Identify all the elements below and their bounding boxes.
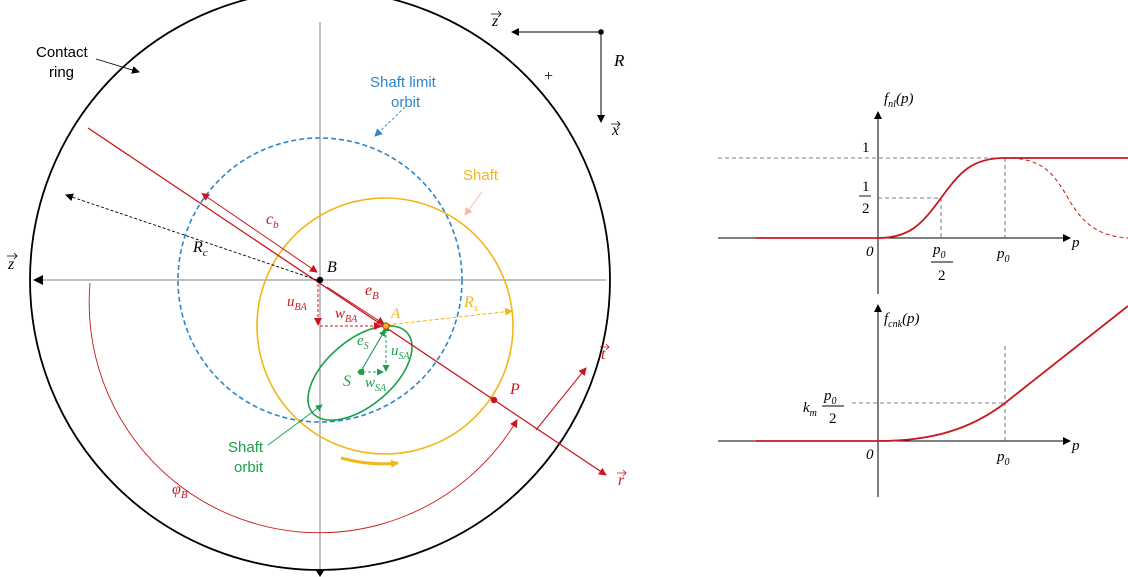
rc-label: Rc bbox=[192, 239, 208, 259]
frame-r-label: R bbox=[613, 51, 625, 70]
fnl-xlabel: p bbox=[1071, 235, 1080, 251]
z-axis-arrowhead bbox=[33, 275, 43, 285]
frame-plus-sign: + bbox=[544, 68, 553, 85]
uba-label: uBA bbox=[287, 294, 308, 313]
wba-label: wBA bbox=[335, 306, 358, 325]
point-s-label: S bbox=[343, 373, 351, 390]
shaft-label: Shaft bbox=[463, 167, 499, 184]
limit-orbit-label-line1: Shaft limit bbox=[370, 74, 437, 91]
t-label: t bbox=[601, 346, 606, 363]
shaft-leader-arrow bbox=[464, 191, 483, 216]
fcnk-curve bbox=[756, 305, 1128, 442]
fnl-ylabel: fnl(p) bbox=[884, 91, 913, 110]
fcnk-ytick-num: p0 bbox=[823, 388, 837, 407]
t-tangent-arrow bbox=[535, 367, 587, 431]
fnl-dashed-curve bbox=[1004, 157, 1128, 239]
fcnk-ytick-k: km bbox=[803, 400, 817, 419]
contact-ring bbox=[29, 0, 611, 571]
fcnk-xtick-p0: p0 bbox=[996, 449, 1010, 468]
shaft-orbit-leader-arrow bbox=[267, 404, 323, 446]
fcnk-ytick-den: 2 bbox=[829, 411, 837, 427]
t-vec bbox=[600, 343, 610, 351]
rotor-stator-diagram: Contact ring Shaft limit orbit Shaft Sha… bbox=[7, 0, 627, 577]
shaft-orbit-ellipse bbox=[307, 325, 413, 421]
rotation-direction-arrow bbox=[340, 456, 399, 468]
point-b bbox=[316, 276, 324, 284]
fnl-curve bbox=[756, 157, 1128, 239]
left-z-vec bbox=[7, 252, 18, 260]
limit-orbit-leader-arrow bbox=[374, 106, 406, 137]
shaft-orbit-label-line1: Shaft bbox=[228, 439, 264, 456]
point-p-label: P bbox=[509, 381, 520, 398]
usa-label: uSA bbox=[391, 343, 411, 362]
es-label: eS bbox=[357, 333, 369, 352]
fcnk-xlabel: p bbox=[1071, 438, 1080, 454]
radial-line bbox=[87, 127, 607, 476]
eb-arrow bbox=[326, 286, 385, 325]
cb-dimension-arrow bbox=[201, 193, 318, 273]
phi-b-angle-arc bbox=[88, 282, 518, 534]
fnl-graph: fnl(p) 1 1 2 0 p0 2 p0 p bbox=[718, 91, 1128, 294]
frame-z-label: z bbox=[491, 13, 499, 30]
fnl-ytick-half-num: 1 bbox=[862, 179, 870, 195]
x-axis-arrowhead-bottom bbox=[315, 569, 325, 577]
fnl-xtick-half-den: 2 bbox=[938, 268, 946, 284]
frame-z-vec bbox=[491, 10, 502, 18]
es-arrow bbox=[360, 329, 386, 372]
left-z-label: z bbox=[7, 256, 15, 273]
contact-ring-leader-arrow bbox=[95, 58, 140, 74]
rs-radius-arrow bbox=[386, 307, 513, 326]
frame-x-vec bbox=[611, 120, 621, 128]
point-a-label: A bbox=[390, 306, 401, 322]
shaft-orbit-label-line2: orbit bbox=[234, 459, 264, 476]
fnl-ytick-half-den: 2 bbox=[862, 201, 870, 217]
fnl-ytick-one: 1 bbox=[862, 140, 870, 156]
point-s bbox=[358, 369, 364, 375]
limit-orbit-label-line2: orbit bbox=[391, 94, 421, 111]
shaft-circle bbox=[256, 197, 514, 455]
contact-ring-label-line2: ring bbox=[49, 64, 74, 81]
point-a bbox=[382, 322, 390, 330]
fcnk-graph: fcnk(p) km p0 2 0 p0 p bbox=[718, 304, 1128, 497]
cb-label: cb bbox=[266, 211, 279, 231]
rc-dimension-arrow bbox=[65, 193, 318, 281]
frame-origin bbox=[598, 29, 604, 35]
r-vec bbox=[617, 469, 627, 477]
point-p bbox=[490, 396, 498, 404]
contact-ring-label-line1: Contact bbox=[36, 44, 89, 61]
point-b-label: B bbox=[327, 259, 337, 276]
fcnk-origin: 0 bbox=[866, 447, 874, 463]
fcnk-ylabel: fcnk(p) bbox=[884, 311, 920, 330]
fnl-xtick-half-num: p0 bbox=[932, 242, 946, 261]
fnl-xtick-p0: p0 bbox=[996, 246, 1010, 265]
eb-label: eB bbox=[365, 282, 379, 302]
phi-b-label: φB bbox=[172, 481, 188, 501]
frame-x-label: x bbox=[611, 122, 619, 139]
rs-label: Rs bbox=[463, 294, 478, 314]
r-label: r bbox=[618, 472, 625, 489]
fnl-origin: 0 bbox=[866, 244, 874, 260]
shaft-limit-orbit bbox=[177, 137, 463, 423]
wsa-label: wSA bbox=[365, 375, 387, 394]
